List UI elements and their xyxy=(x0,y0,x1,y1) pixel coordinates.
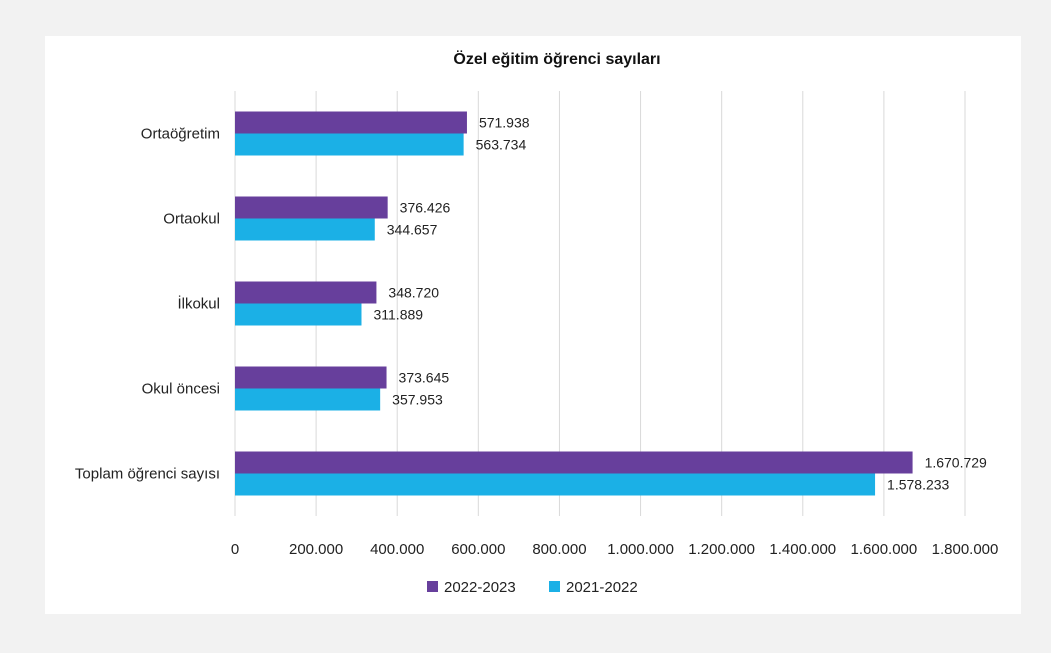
bar-value-label: 357.953 xyxy=(392,392,443,408)
x-tick-label: 200.000 xyxy=(289,541,343,558)
legend-swatch xyxy=(549,581,560,592)
bar-2022-2023 xyxy=(235,196,388,219)
legend: 2022-2023 2021-2022 xyxy=(427,579,638,596)
bar-2022-2023 xyxy=(235,366,387,389)
bar-chart: Özel eğitim öğrenci sayıları 571.938 563.… xyxy=(75,49,999,596)
chart-card: Özel eğitim öğrenci sayıları 571.938 563.… xyxy=(45,36,1021,614)
x-tick-label: 600.000 xyxy=(451,541,505,558)
bar-2021-2022 xyxy=(235,388,381,411)
bar-2022-2023 xyxy=(235,281,377,304)
x-tick-label: 400.000 xyxy=(370,541,424,558)
bar-value-label: 311.889 xyxy=(373,307,423,323)
bar-value-label: 373.645 xyxy=(399,370,450,386)
data-labels: 571.938 563.734 376.426 344.657 348.720 311.8… xyxy=(373,115,987,493)
bar-value-label: 344.657 xyxy=(387,222,438,238)
category-label: Ortaöğretim xyxy=(141,126,220,143)
bar-value-label: 563.734 xyxy=(476,137,527,153)
x-tick-label: 1.000.000 xyxy=(607,541,674,558)
chart-title: Özel eğitim öğrenci sayıları xyxy=(453,49,660,68)
category-label: Ortaokul xyxy=(163,211,220,228)
bar-2021-2022 xyxy=(235,133,464,156)
bar-2022-2023 xyxy=(235,111,467,134)
category-label: İlkokul xyxy=(177,295,220,313)
bar-2022-2023 xyxy=(235,451,913,474)
bar-value-label: 1.670.729 xyxy=(925,455,987,471)
x-tick-label: 1.600.000 xyxy=(851,541,918,558)
legend-label: 2022-2023 xyxy=(444,579,516,596)
x-tick-label: 800.000 xyxy=(532,541,586,558)
legend-swatch xyxy=(427,581,438,592)
x-tick-label: 1.800.000 xyxy=(932,541,999,558)
x-axis-ticks: 0 200.000 400.000 600.000 800.000 1.000.000 1.… xyxy=(231,541,999,558)
category-labels: Ortaöğretim Ortaokul İlkokul Okul öncesi Top… xyxy=(75,126,220,483)
gridlines xyxy=(234,91,966,516)
bar-value-label: 376.426 xyxy=(400,200,451,216)
bars xyxy=(235,111,913,496)
x-tick-label: 0 xyxy=(231,541,239,558)
legend-label: 2021-2022 xyxy=(566,579,638,596)
bar-2021-2022 xyxy=(235,218,375,241)
x-tick-label: 1.400.000 xyxy=(769,541,836,558)
bar-2021-2022 xyxy=(235,303,362,326)
bar-value-label: 571.938 xyxy=(479,115,530,131)
bar-2021-2022 xyxy=(235,473,876,496)
bar-value-label: 1.578.233 xyxy=(887,477,949,493)
x-tick-label: 1.200.000 xyxy=(688,541,755,558)
category-label: Okul öncesi xyxy=(142,381,220,398)
category-label: Toplam öğrenci sayısı xyxy=(75,466,220,483)
bar-value-label: 348.720 xyxy=(388,285,439,301)
